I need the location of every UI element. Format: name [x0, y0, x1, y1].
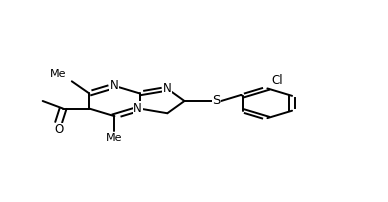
Text: N: N: [163, 82, 172, 95]
Text: N: N: [110, 79, 119, 92]
Text: O: O: [54, 123, 63, 136]
Text: S: S: [212, 95, 221, 107]
Text: Cl: Cl: [271, 74, 283, 87]
Text: Me: Me: [106, 133, 123, 143]
Text: Me: Me: [50, 69, 66, 79]
Text: N: N: [133, 102, 142, 115]
